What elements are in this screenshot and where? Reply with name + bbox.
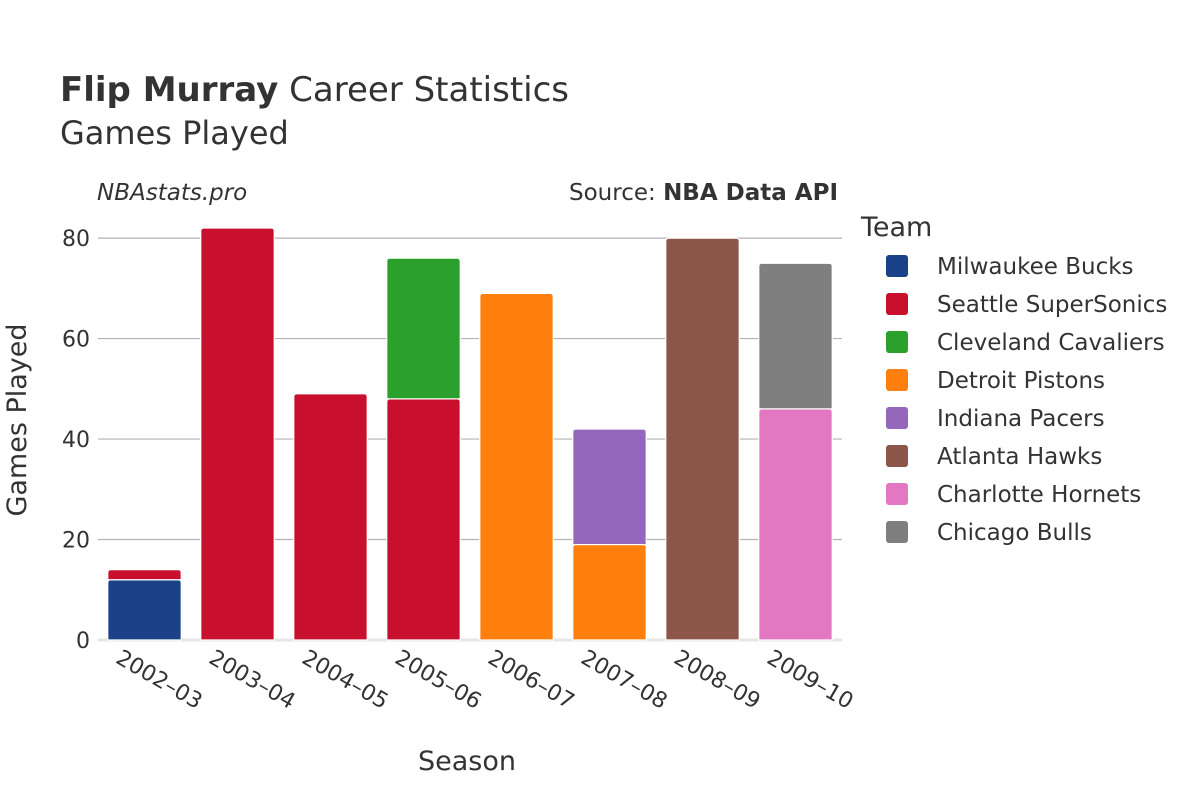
watermark: NBAstats.pro	[97, 180, 247, 206]
legend-label-charlotte-hornets: Charlotte Hornets	[937, 482, 1141, 508]
y-axis-title: Games Played	[2, 323, 33, 516]
legend-label-milwaukee-bucks: Milwaukee Bucks	[937, 254, 1134, 280]
bar-2008–09-atlanta-hawks	[665, 237, 740, 641]
x-tick-2004–05: 2004–05	[298, 646, 393, 715]
x-tick-2008–09: 2008–09	[670, 646, 765, 715]
bar-2006–07-detroit-pistons	[479, 292, 554, 641]
x-tick-2006–07: 2006–07	[484, 646, 579, 715]
x-axis-title: Season	[418, 746, 516, 777]
source-note: Source: NBA Data API	[569, 180, 838, 206]
legend-label-cleveland-cavaliers: Cleveland Cavaliers	[937, 330, 1165, 356]
legend-swatch-indiana-pacers	[886, 407, 908, 429]
y-tick-80: 80	[62, 227, 90, 252]
bar-2004–05-seattle-supersonics	[293, 393, 368, 641]
legend: Milwaukee Bucks Seattle SuperSonics Clevel…	[886, 254, 1167, 546]
y-tick-40: 40	[62, 428, 90, 453]
chart-title: Flip Murray Career Statistics	[60, 70, 569, 110]
legend-swatch-charlotte-hornets	[886, 483, 908, 505]
legend-label-chicago-bulls: Chicago Bulls	[937, 520, 1092, 546]
legend-swatch-atlanta-hawks	[886, 445, 908, 467]
source-label: Source:	[569, 180, 663, 206]
y-tick-labels: 0 20 40 60 80	[62, 227, 90, 654]
x-tick-2002–03: 2002–03	[112, 646, 207, 715]
x-tick-2003–04: 2003–04	[205, 646, 300, 715]
legend-label-seattle-supersonics: Seattle SuperSonics	[937, 292, 1167, 318]
legend-swatch-seattle-supersonics	[886, 293, 908, 315]
bar-2005–06-seattle-supersonics	[386, 398, 461, 641]
bar-2003–04-seattle-supersonics	[200, 227, 275, 641]
legend-swatch-detroit-pistons	[886, 369, 908, 391]
bar-2002–03-milwaukee-bucks	[107, 579, 182, 641]
chart-title-name: Flip Murray	[60, 70, 278, 110]
x-tick-labels: 2002–032003–042004–052005–062006–072007–…	[112, 646, 858, 715]
legend-label-atlanta-hawks: Atlanta Hawks	[937, 444, 1102, 470]
bars	[107, 227, 833, 641]
chart-subtitle: Games Played	[60, 114, 289, 152]
legend-title: Team	[860, 212, 932, 243]
legend-swatch-milwaukee-bucks	[886, 255, 908, 277]
bar-2005–06-cleveland-cavaliers	[386, 257, 461, 400]
bar-2002–03-seattle-supersonics	[107, 569, 182, 581]
bar-2007–08-detroit-pistons	[572, 543, 647, 641]
legend-swatch-cleveland-cavaliers	[886, 331, 908, 353]
y-tick-0: 0	[76, 629, 90, 654]
bar-2009–10-charlotte-hornets	[758, 408, 833, 641]
legend-label-indiana-pacers: Indiana Pacers	[937, 406, 1105, 432]
x-tick-2005–06: 2005–06	[391, 646, 486, 715]
bar-2009–10-chicago-bulls	[758, 262, 833, 410]
source-value: NBA Data API	[663, 180, 838, 206]
x-tick-2007–08: 2007–08	[577, 646, 672, 715]
legend-label-detroit-pistons: Detroit Pistons	[937, 368, 1105, 394]
x-tick-2009–10: 2009–10	[763, 646, 858, 715]
bar-2007–08-indiana-pacers	[572, 428, 647, 546]
chart-title-rest: Career Statistics	[278, 70, 569, 110]
y-tick-60: 60	[62, 328, 90, 353]
legend-swatch-chicago-bulls	[886, 521, 908, 543]
y-tick-20: 20	[62, 529, 90, 554]
